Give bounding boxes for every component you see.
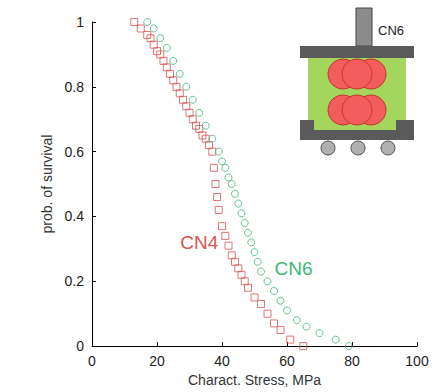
- svg-text:Charact. Stress, MPa: Charact. Stress, MPa: [188, 372, 321, 388]
- svg-text:CN4: CN4: [180, 232, 218, 253]
- svg-text:0.8: 0.8: [65, 79, 85, 95]
- svg-text:CN6: CN6: [274, 258, 312, 279]
- svg-text:0.6: 0.6: [65, 144, 85, 160]
- svg-text:60: 60: [279, 353, 295, 369]
- svg-text:0.2: 0.2: [65, 273, 85, 289]
- svg-text:prob. of survival: prob. of survival: [39, 135, 55, 234]
- svg-text:0.4: 0.4: [65, 208, 85, 224]
- svg-text:CN6: CN6: [378, 23, 404, 38]
- svg-text:100: 100: [405, 353, 429, 369]
- svg-text:0: 0: [76, 338, 84, 354]
- svg-text:0: 0: [88, 353, 96, 369]
- svg-text:1: 1: [76, 14, 84, 30]
- svg-text:40: 40: [214, 353, 230, 369]
- svg-text:20: 20: [149, 353, 165, 369]
- svg-text:80: 80: [344, 353, 360, 369]
